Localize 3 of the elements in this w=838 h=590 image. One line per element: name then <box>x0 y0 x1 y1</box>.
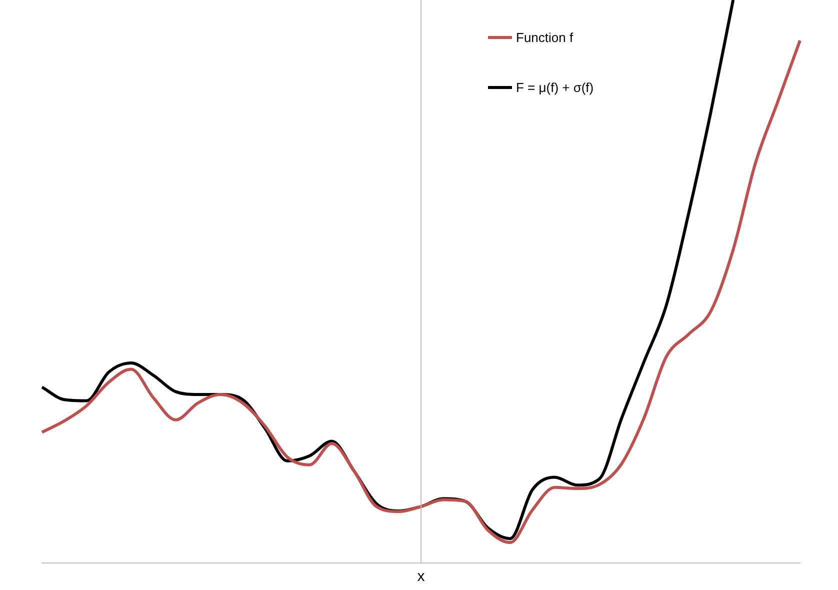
x-axis-title: x <box>417 568 426 586</box>
legend-label: F = μ(f) + σ(f) <box>516 80 594 95</box>
legend-label: Function f <box>516 30 574 45</box>
